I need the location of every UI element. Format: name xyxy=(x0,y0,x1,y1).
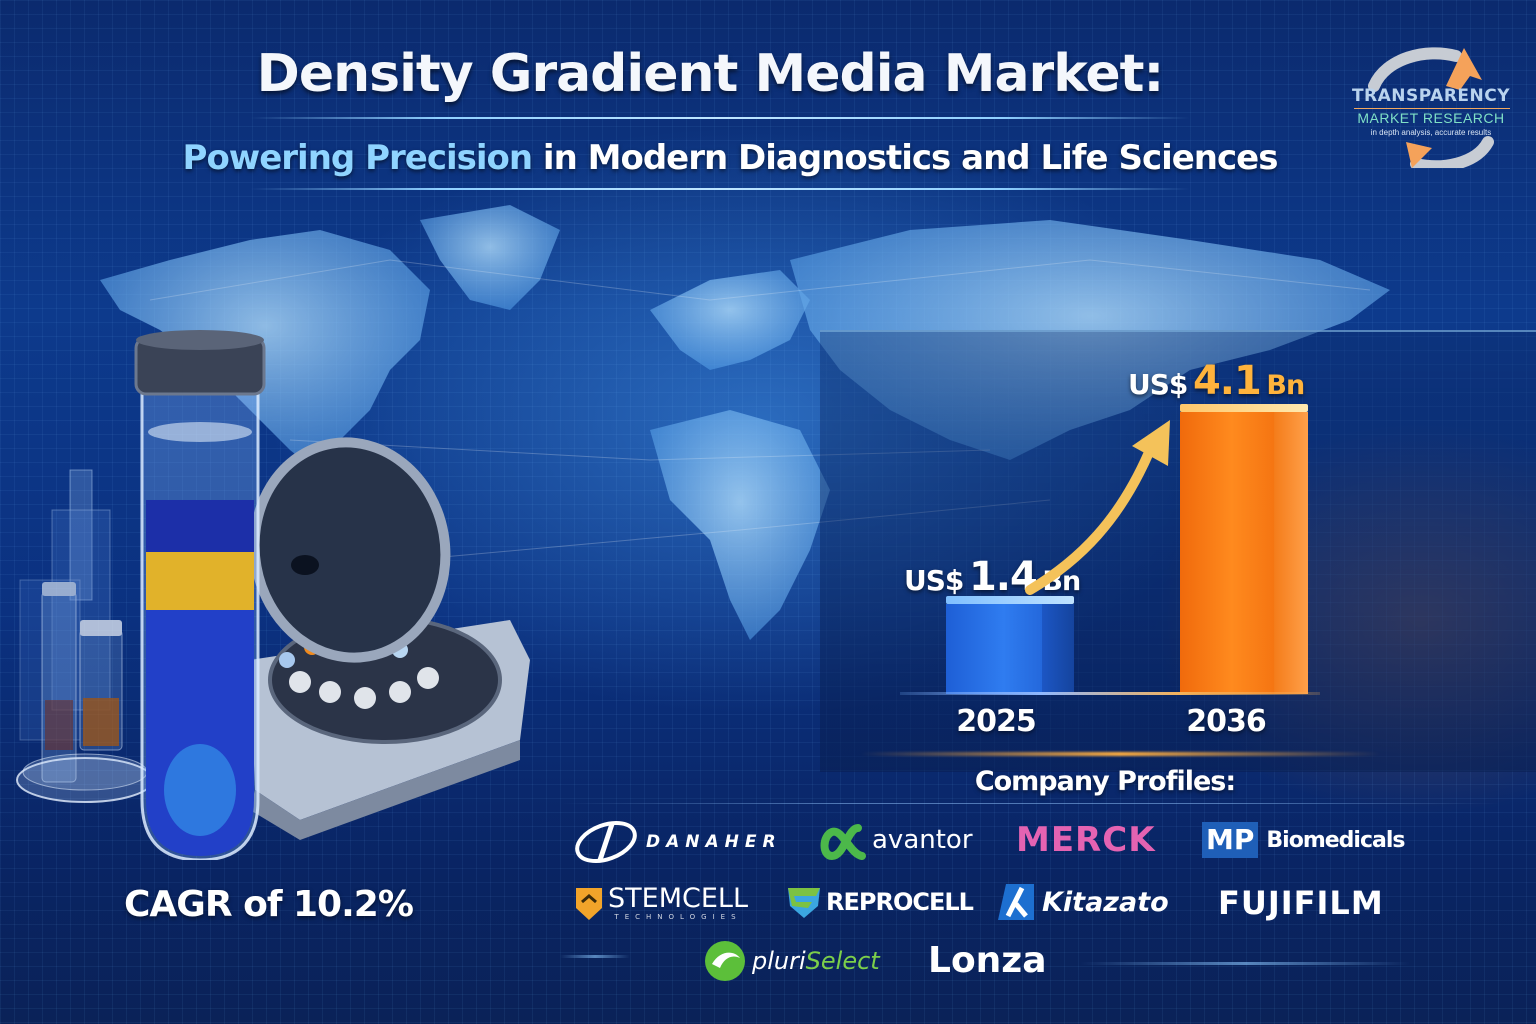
lab-illustration xyxy=(16,330,530,860)
company-logo-avantor: avantor xyxy=(818,820,973,860)
page-title: Density Gradient Media Market: xyxy=(256,44,1165,104)
logo-tagline: in depth analysis, accurate results xyxy=(1370,128,1492,137)
kitazato-k-icon xyxy=(998,884,1034,920)
page-subtitle: Powering Precision in Modern Diagnostics… xyxy=(0,138,1460,178)
logo-brand-line2: MARKET RESEARCH xyxy=(1357,110,1505,126)
company-logo-reprocell: REPROCELL xyxy=(786,884,974,920)
logo-brand: TRANSPARENCY xyxy=(1351,86,1511,106)
logo-divider xyxy=(1354,108,1510,109)
growth-arrow-icon xyxy=(1025,420,1170,595)
company-logo-danaher: DANAHER xyxy=(572,820,782,864)
bar-label-2025: US$ 1.4 Bn xyxy=(904,554,1081,600)
lab-glassware-icon xyxy=(19,469,123,783)
company-profiles-title: Company Profiles: xyxy=(974,766,1236,797)
europe-shape xyxy=(650,270,810,370)
greenland-shape xyxy=(420,205,560,310)
company-logo-pluriselect: pluri Select xyxy=(704,940,880,982)
glow-divider xyxy=(860,752,1380,756)
company-profiles-divider xyxy=(560,803,1500,804)
petri-dish-icon xyxy=(16,753,154,803)
x-axis-label-2036: 2036 xyxy=(1186,704,1267,739)
transparency-market-research-logo: TRANSPARENCY MARKET RESEARCH in depth an… xyxy=(1346,46,1516,173)
company-logo-lonza: Lonza xyxy=(928,940,1047,981)
decorative-streak-right xyxy=(1080,962,1410,965)
subtitle-divider xyxy=(250,188,1190,190)
stemcell-shield-icon xyxy=(576,888,602,920)
subtitle-accent: Powering Precision xyxy=(182,138,534,178)
subtitle-rest: in Modern Diagnostics and Life Sciences xyxy=(532,138,1279,178)
bar-2036 xyxy=(1180,404,1308,694)
africa-shape xyxy=(650,410,830,640)
company-logo-stemcell: STEMCELL TECHNOLOGIES xyxy=(574,884,748,922)
density-gradient-test-tube-icon xyxy=(134,330,266,860)
circular-arrows-icon xyxy=(1368,47,1494,173)
bar-2025 xyxy=(946,596,1074,694)
cagr-label: CAGR of 10.2% xyxy=(124,884,414,925)
danaher-swoosh-icon xyxy=(575,821,637,863)
company-logo-merck: MERCK xyxy=(1016,820,1156,860)
decorative-streak-left xyxy=(560,955,630,958)
title-divider xyxy=(250,117,1190,119)
avantor-alpha-icon xyxy=(820,824,866,860)
centrifuge-icon xyxy=(249,437,530,840)
company-logo-mp-biomedicals: MP Biomedicals xyxy=(1202,822,1405,858)
bar-label-2036: US$ 4.1 Bn xyxy=(1128,358,1305,404)
company-logo-fujifilm: FUJIFILM xyxy=(1218,884,1384,922)
company-logo-kitazato: Kitazato xyxy=(996,882,1169,922)
pluriselect-circle-icon xyxy=(705,941,745,981)
x-axis-label-2025: 2025 xyxy=(956,704,1037,739)
reprocell-shield-icon xyxy=(788,888,820,918)
chart-baseline xyxy=(900,692,1320,695)
chart-panel xyxy=(820,330,1536,772)
